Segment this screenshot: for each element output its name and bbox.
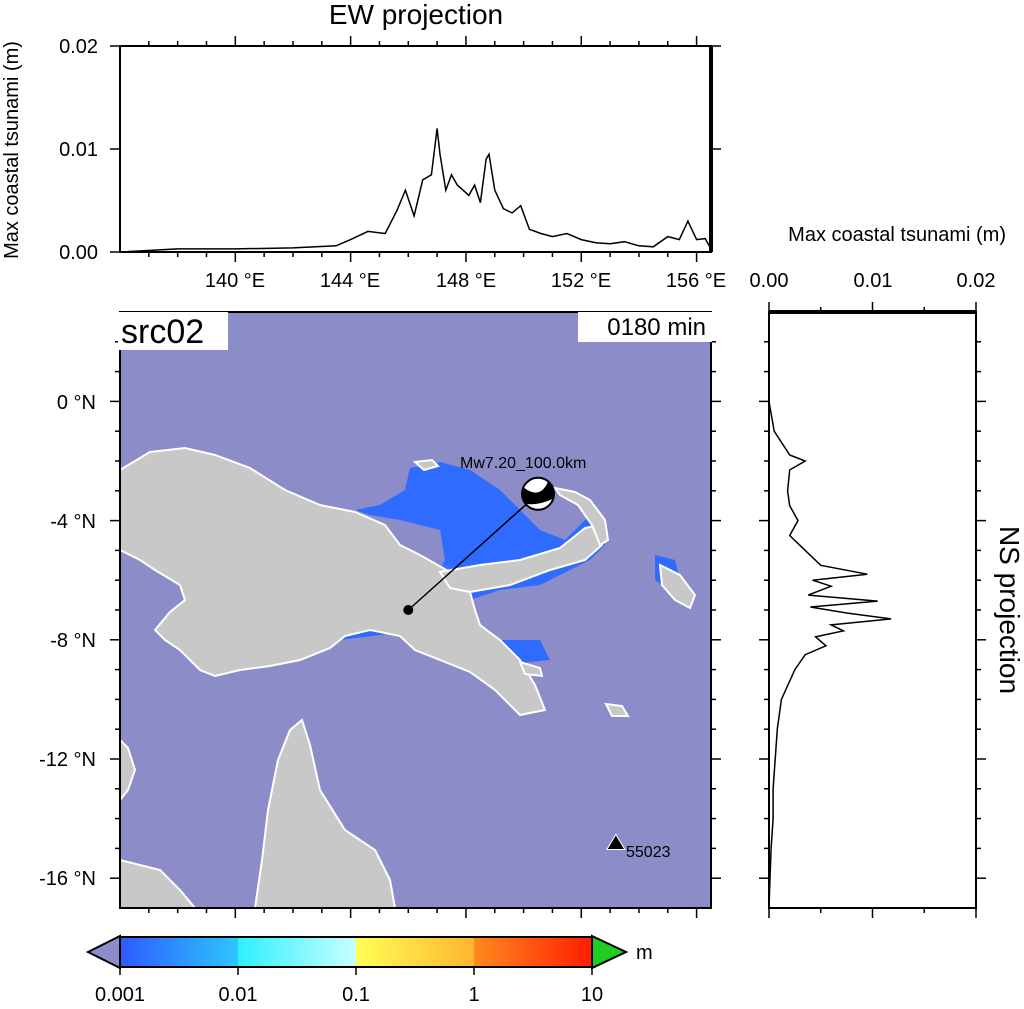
ew-ylabel: Max coastal tsunami (m)	[1, 41, 23, 259]
colorbar-tick-label: 0.01	[219, 984, 258, 1006]
land-west-edge	[120, 738, 137, 802]
map-ticks	[110, 341, 721, 918]
colorbar-segment	[120, 937, 238, 967]
ns-projection-title: NS projection	[994, 526, 1024, 694]
map-lat-tick-labels: 0 °N -4 °N -8 °N -12 °N -16 °N	[39, 392, 96, 890]
quake-label: Mw7.20_100.0km	[460, 455, 586, 472]
lat-tick-label: -16 °N	[39, 868, 96, 890]
colorbar-tick-label: 1	[468, 984, 479, 1006]
ns-xlabel: Max coastal tsunami (m)	[788, 224, 1006, 246]
lat-tick-label: -4 °N	[50, 511, 96, 533]
gauge-triangle-icon	[605, 833, 626, 850]
ew-ytick-label: 0.00	[59, 242, 98, 264]
colorbar-tick-label: 0.1	[342, 984, 370, 1006]
lon-tick-label: 140 °E	[205, 270, 265, 292]
ns-xtick-label: 0.00	[750, 270, 789, 292]
epicenter-link-line	[407, 493, 539, 611]
map-panel: 0 °N -4 °N -8 °N -12 °N -16 °N src02 018…	[39, 311, 721, 918]
ns-projection-series	[768, 312, 892, 909]
land-australia-west	[120, 858, 197, 908]
land-bougainville	[658, 563, 697, 610]
colorbar-tick-label: 10	[581, 984, 603, 1006]
ns-plot-frame	[768, 311, 977, 909]
ew-ytick-label: 0.01	[59, 139, 98, 161]
ew-projection-series	[119, 128, 712, 253]
time-label: 0180 min	[607, 314, 706, 341]
ns-xtick-label: 0.02	[957, 270, 996, 292]
colorbar-high-arrow	[591, 934, 629, 970]
ns-xtick-label: 0.01	[854, 270, 893, 292]
colorbar-segment	[356, 937, 474, 967]
ew-y-axis: 0.02 0.01 0.00	[59, 36, 721, 264]
colorbar-segment	[474, 937, 592, 967]
lon-tick-label: 148 °E	[436, 270, 496, 292]
colorbar-segment	[238, 937, 356, 967]
ew-projection-title: EW projection	[329, 0, 503, 30]
ew-projection-panel: EW projection Max coastal tsunami (m) 0.…	[1, 0, 726, 292]
land-islet	[518, 660, 544, 678]
lat-tick-label: 0 °N	[57, 392, 96, 414]
land-islet	[604, 702, 630, 717]
ns-ticks	[759, 302, 986, 918]
land-manus	[412, 458, 440, 472]
source-label: src02	[121, 313, 204, 351]
land-new-britain	[438, 523, 604, 594]
colorbar-low-arrow	[85, 934, 121, 970]
colorbar-unit: m	[636, 942, 653, 964]
land-cape-york	[253, 718, 397, 908]
colorbar: m 0.001 0.01 0.1 1 10	[85, 934, 653, 1006]
ew-ytick-label: 0.02	[59, 36, 98, 58]
beachball-mechanism	[521, 476, 556, 511]
colorbar-tick-label: 0.001	[95, 984, 145, 1006]
lon-tick-label: 144 °E	[320, 270, 380, 292]
time-label-box	[578, 312, 712, 342]
ew-x-ticks	[148, 36, 698, 262]
lon-tick-label: 156 °E	[666, 270, 726, 292]
lat-tick-label: -12 °N	[39, 749, 96, 771]
epicenter-marker	[403, 605, 414, 615]
ew-plot-frame	[119, 45, 712, 253]
ew-lon-tick-labels: 140 °E 144 °E 148 °E 152 °E 156 °E	[205, 270, 726, 292]
ns-projection-panel: Max coastal tsunami (m) 0.00 0.01 0.02 N…	[750, 224, 1024, 918]
land-new-ireland	[552, 486, 610, 547]
gauge-label: 55023	[626, 844, 671, 861]
land-new-guinea	[120, 446, 547, 717]
source-label-box	[118, 312, 228, 350]
lat-tick-label: -8 °N	[50, 630, 96, 652]
lon-tick-label: 152 °E	[551, 270, 611, 292]
